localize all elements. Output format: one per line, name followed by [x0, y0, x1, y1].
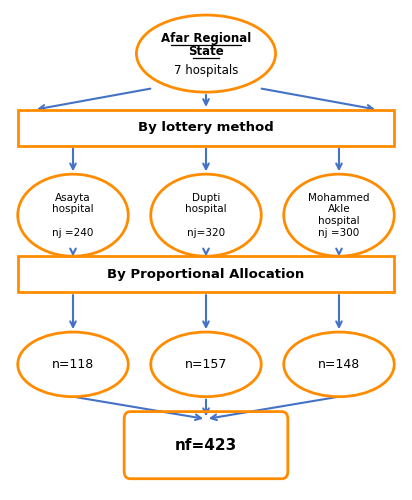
Text: n=157: n=157 [185, 358, 227, 371]
Text: Mohammed
Akle
hospital
nj =300: Mohammed Akle hospital nj =300 [308, 193, 370, 238]
Text: By Proportional Allocation: By Proportional Allocation [108, 268, 304, 281]
Text: Dupti
hospital

nj=320: Dupti hospital nj=320 [185, 193, 227, 238]
Text: nf=423: nf=423 [175, 438, 237, 452]
Text: n=148: n=148 [318, 358, 360, 371]
Text: State: State [188, 44, 224, 58]
Text: n=118: n=118 [52, 358, 94, 371]
Text: 7 hospitals: 7 hospitals [174, 64, 238, 76]
Text: Asayta
hospital

nj =240: Asayta hospital nj =240 [52, 193, 94, 238]
Text: By lottery method: By lottery method [138, 121, 274, 134]
Text: Afar Regional: Afar Regional [161, 32, 251, 45]
